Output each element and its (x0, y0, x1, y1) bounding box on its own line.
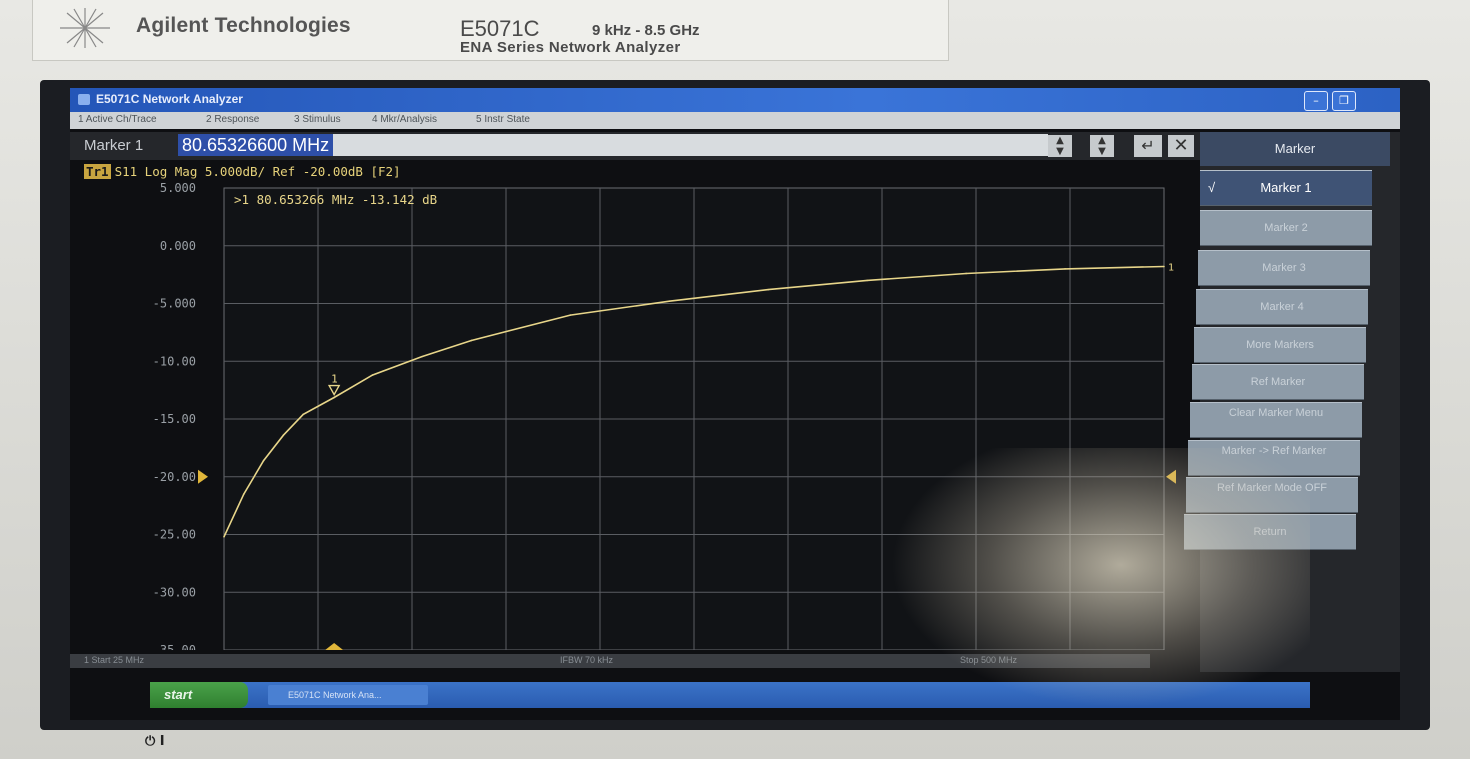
marker-x-position-indicator (325, 643, 344, 650)
softkey-more-markers[interactable]: More Markers (1194, 327, 1366, 363)
trace-point (1163, 265, 1165, 268)
softkey-label: More Markers (1246, 339, 1314, 351)
softkey-clear-marker-menu[interactable]: Clear Marker Menu (1190, 402, 1362, 438)
ref-level-marker-right (1166, 469, 1176, 484)
trace-point (866, 279, 868, 282)
window-titlebar: E5071C Network Analyzer – ❐ (70, 88, 1400, 112)
menu-item-mkr-analysis[interactable]: 4 Mkr/Analysis (372, 114, 438, 125)
menu-item-active-ch-trace[interactable]: 1 Active Ch/Trace (78, 114, 157, 125)
minimize-button[interactable]: – (1304, 91, 1328, 111)
trace-point (1064, 268, 1066, 270)
screen: E5071C Network Analyzer – ❐ 1 Active Ch/… (70, 88, 1400, 720)
menu-item-instr-state[interactable]: 5 Instr State (476, 114, 530, 125)
frequency-range: 9 kHz - 8.5 GHz (592, 22, 700, 39)
status-line: 1 Start 25 MHz IFBW 70 kHz Stop 500 MHz (70, 654, 1150, 668)
entry-bar: Marker 1 80.65326600 MHz ▲ ▼ ▲ ▼ ↵ ✕ (70, 132, 1200, 160)
trace-point (223, 536, 225, 538)
softkey-marker-2[interactable]: Marker 2 (1200, 210, 1372, 246)
y-tick-label: 0.000 (160, 239, 196, 253)
trace-point (282, 434, 285, 436)
trace-point (767, 288, 770, 291)
menu-item-response[interactable]: 2 Response (206, 114, 260, 125)
ifbw: IFBW 70 kHz (560, 655, 614, 665)
close-entry-icon[interactable]: ✕ (1168, 135, 1194, 157)
trace-point (262, 459, 265, 462)
marker-1-triangle (327, 384, 341, 396)
softkey-label: Return (1253, 526, 1287, 538)
restore-button[interactable]: ❐ (1332, 91, 1356, 111)
trace-header: Tr1 S11 Log Mag 5.000dB/ Ref -20.00dB [F2… (84, 164, 401, 179)
y-tick-label: -30.00 (153, 585, 196, 599)
model-number: E5071C (460, 16, 540, 41)
agilent-logo-icon (60, 8, 110, 48)
softkey-label: Clear Marker Menu (1228, 407, 1324, 419)
ref-level-marker-left (198, 469, 208, 484)
taskbar-item-network-analyzer[interactable]: E5071C Network Ana... (268, 685, 428, 705)
trace-plot[interactable]: 5.000 0.000 -5.000 -10.00 -15.00 -20.00 -25.00… (84, 180, 1180, 650)
stop-frequency: Stop 500 MHz (960, 655, 1018, 665)
y-tick-label: -25.00 (153, 528, 196, 542)
entry-label: Marker 1 (84, 137, 144, 154)
trace-line (223, 265, 1165, 538)
check-icon: √ (1208, 180, 1216, 195)
trace-point (965, 272, 967, 275)
softkey-label: Marker -> Ref Marker (1221, 445, 1327, 457)
trace-point (470, 339, 473, 342)
trace-point (242, 493, 245, 495)
y-tick-label: -35.00 (153, 643, 196, 650)
spin-up-down-left[interactable]: ▲ ▼ (1048, 135, 1072, 157)
y-tick-label: -20.00 (153, 470, 196, 484)
softkey-label: Marker 4 (1260, 301, 1304, 313)
marker-1-label: 1 (331, 373, 338, 386)
power-icon[interactable]: ⏻ I (145, 734, 165, 749)
window-title: E5071C Network Analyzer (96, 92, 243, 106)
menu-bar: 1 Active Ch/Trace 2 Response 3 Stimulus … (70, 112, 1400, 129)
trace-tag[interactable]: Tr1 (84, 164, 111, 179)
softkey-marker-3[interactable]: Marker 3 (1198, 250, 1370, 286)
softkey-marker-1[interactable]: √ Marker 1 (1200, 170, 1372, 206)
trace-settings: S11 Log Mag 5.000dB/ Ref -20.00dB [F2] (114, 164, 401, 179)
menu-item-stimulus[interactable]: 3 Stimulus (294, 114, 341, 125)
softkey-return[interactable]: Return (1184, 514, 1356, 550)
softkey-label: Marker 3 (1262, 262, 1306, 274)
trace-point (569, 314, 572, 316)
spin-up-down-right[interactable]: ▲ ▼ (1090, 135, 1114, 157)
y-tick-label: -5.000 (153, 297, 196, 311)
start-button[interactable]: start (150, 682, 248, 708)
window-system-icon[interactable] (78, 94, 90, 105)
trace-point (371, 374, 374, 376)
brand-name: Agilent Technologies (136, 14, 351, 37)
marker-frequency-input[interactable]: 80.65326600 MHz (178, 134, 334, 156)
start-frequency: 1 Start 25 MHz (84, 655, 145, 665)
y-tick-label: -15.00 (153, 412, 196, 426)
trace-end-label: 1 (1168, 263, 1174, 274)
y-tick-label: 5.000 (160, 181, 196, 195)
softkey-marker-ref-marker[interactable]: Marker -> Ref Marker (1188, 440, 1360, 476)
softkey-menu-title: Marker (1200, 132, 1390, 166)
softkey-label: Marker 2 (1264, 222, 1308, 234)
softkey-ref-marker[interactable]: Ref Marker (1192, 364, 1364, 400)
trace-point (668, 300, 671, 302)
softkey-panel: Marker √ Marker 1 Marker 2 Marker 3 Marker 4… (1184, 132, 1400, 672)
softkey-marker-4[interactable]: Marker 4 (1196, 289, 1368, 325)
brand-plate (32, 0, 949, 61)
softkey-label: Marker 1 (1260, 180, 1312, 195)
marker-readout: >1 80.653266 MHz -13.142 dB (234, 192, 437, 207)
y-tick-label: -10.00 (153, 354, 196, 368)
enter-icon[interactable]: ↵ (1134, 135, 1162, 157)
trace-point (302, 413, 304, 416)
softkey-label: Ref Marker Mode OFF (1216, 482, 1328, 494)
trace-point (421, 355, 423, 358)
softkey-ref-marker-mode-off[interactable]: Ref Marker Mode OFF (1186, 477, 1358, 513)
entry-field-background[interactable] (178, 134, 1048, 156)
softkey-label: Ref Marker (1250, 376, 1306, 388)
trace-point (333, 396, 335, 399)
series-name: ENA Series Network Analyzer (460, 39, 681, 56)
taskbar: start E5071C Network Ana... (150, 682, 1310, 708)
